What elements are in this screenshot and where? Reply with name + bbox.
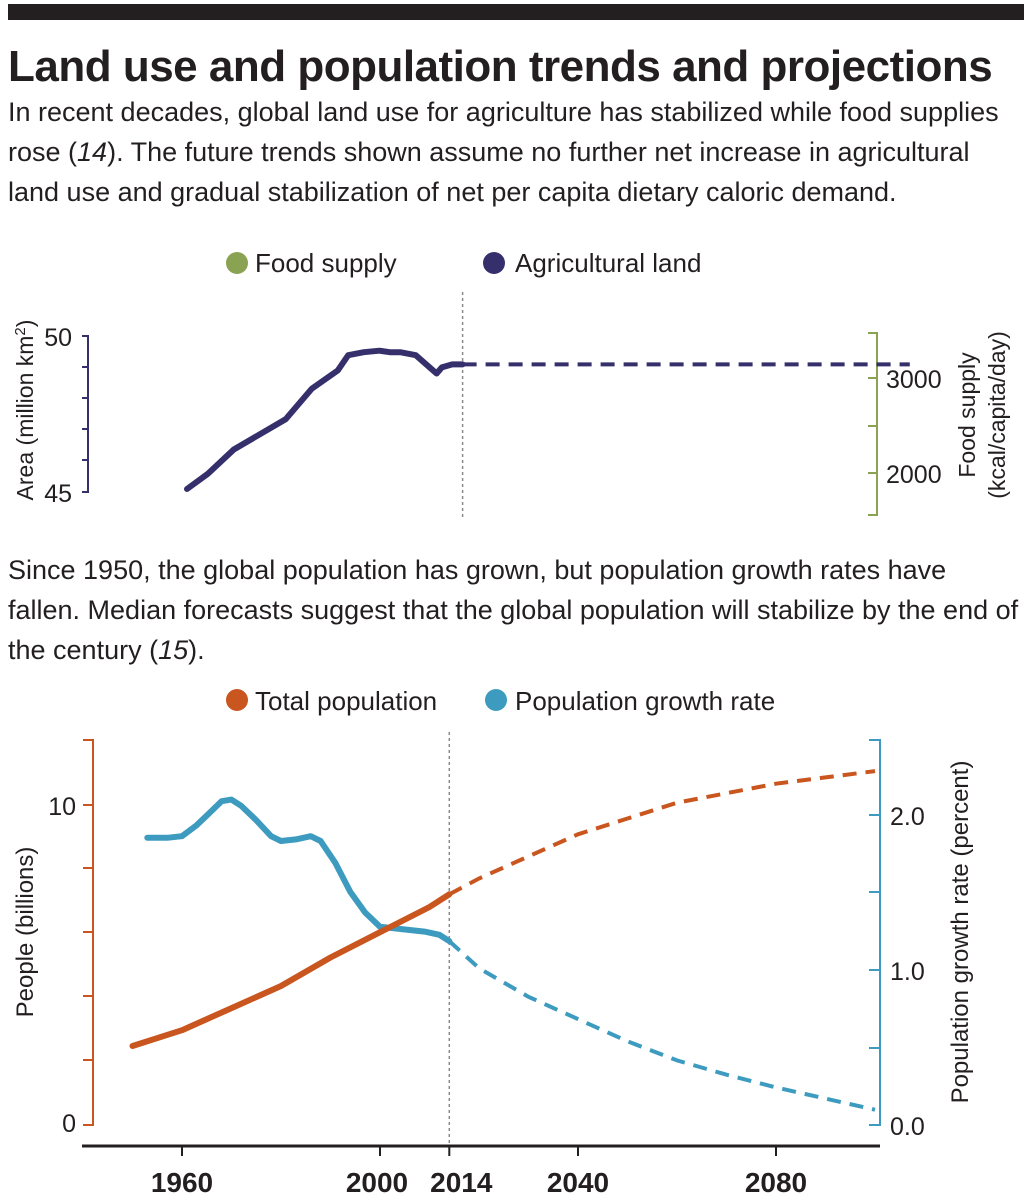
right-tick-label-3000: 3000 xyxy=(886,366,942,394)
growth-rate-projection xyxy=(447,939,876,1112)
legend-food-marker xyxy=(226,252,248,274)
total-population-projection xyxy=(448,769,876,897)
legend-food-label: Food supply xyxy=(255,248,397,278)
agricultural-land-line xyxy=(184,347,466,492)
population-chart: Total population Population growth rate 10… xyxy=(12,686,974,1198)
x-tick-label-1960: 1960 xyxy=(151,1167,213,1198)
left-tick-label-45: 45 xyxy=(44,480,72,508)
left-tick-label-10: 10 xyxy=(48,793,76,821)
right-tick-label-1-0: 1.0 xyxy=(890,958,925,986)
legend-growth-label: Population growth rate xyxy=(515,686,775,716)
left-axis-label: Area (million km2) xyxy=(12,320,39,501)
x-tick-label-2000: 2000 xyxy=(346,1167,408,1198)
legend-population-label: Total population xyxy=(255,686,437,716)
left-tick-label-50: 50 xyxy=(44,324,72,352)
intro-paragraph: In recent decades, global land use for a… xyxy=(8,92,1024,212)
left-axis-label: People (billions) xyxy=(12,847,39,1018)
left-axis-label-end: ) xyxy=(12,320,38,328)
left-axis-label-sup: 2 xyxy=(12,327,29,335)
legend-population-marker xyxy=(226,689,248,711)
left-axis-label-text: Area (million km xyxy=(12,336,38,501)
top-rule xyxy=(8,4,1024,20)
population-paragraph: Since 1950, the global population has gr… xyxy=(8,550,1024,670)
legend-land-marker xyxy=(483,252,505,274)
right-tick-label-2-0: 2.0 xyxy=(890,803,925,831)
population-text-end: ). xyxy=(188,635,205,665)
x-tick-label-2014: 2014 xyxy=(430,1167,493,1198)
left-tick-label-0: 0 xyxy=(62,1110,76,1138)
legend-growth-marker xyxy=(485,689,507,711)
right-axis-label: Population growth rate (percent) xyxy=(947,761,974,1104)
population-citation: 15 xyxy=(158,635,189,665)
growth-rate-line xyxy=(144,796,453,945)
intro-text-start: In recent decades, global land use for a… xyxy=(8,97,999,167)
intro-citation: 14 xyxy=(77,137,108,167)
legend-land-label: Agricultural land xyxy=(515,248,701,278)
population-text-start: Since 1950, the global population has gr… xyxy=(8,555,1019,665)
intro-text-end: ). The future trends shown assume no fur… xyxy=(8,137,970,207)
right-tick-label-0-0: 0.0 xyxy=(890,1113,925,1141)
right-axis-label-line1: Food supply xyxy=(954,352,980,478)
total-population-line xyxy=(129,891,453,1049)
page-title: Land use and population trends and proje… xyxy=(8,42,993,91)
right-tick-label-2000: 2000 xyxy=(886,461,942,489)
x-tick-label-2080: 2080 xyxy=(745,1167,807,1198)
x-tick-label-2040: 2040 xyxy=(547,1167,609,1198)
right-axis-label-line2: (kcal/capita/day) xyxy=(984,331,1010,498)
